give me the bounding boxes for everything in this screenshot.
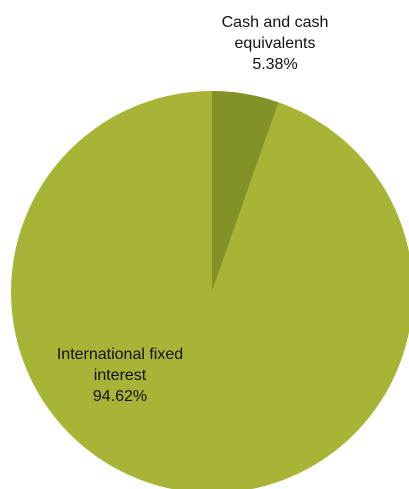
slice-percent: 5.38%: [252, 56, 298, 73]
slice-percent: 94.62%: [92, 388, 148, 405]
slice-name-line: International fixed: [56, 346, 184, 363]
slice-label-international-fixed-interest: International fixed interest 94.62%: [28, 344, 212, 407]
slice-name-line: interest: [93, 367, 147, 384]
slice-label-cash-and-cash-equivalents: Cash and cash equivalents 5.38%: [212, 12, 338, 75]
pie-slice-international-fixed-interest: [11, 91, 409, 489]
slice-name-line: equivalents: [234, 35, 316, 52]
pie-slice-cash-and-cash-equivalents: [212, 91, 279, 292]
slice-name-line: Cash and cash: [221, 14, 329, 31]
